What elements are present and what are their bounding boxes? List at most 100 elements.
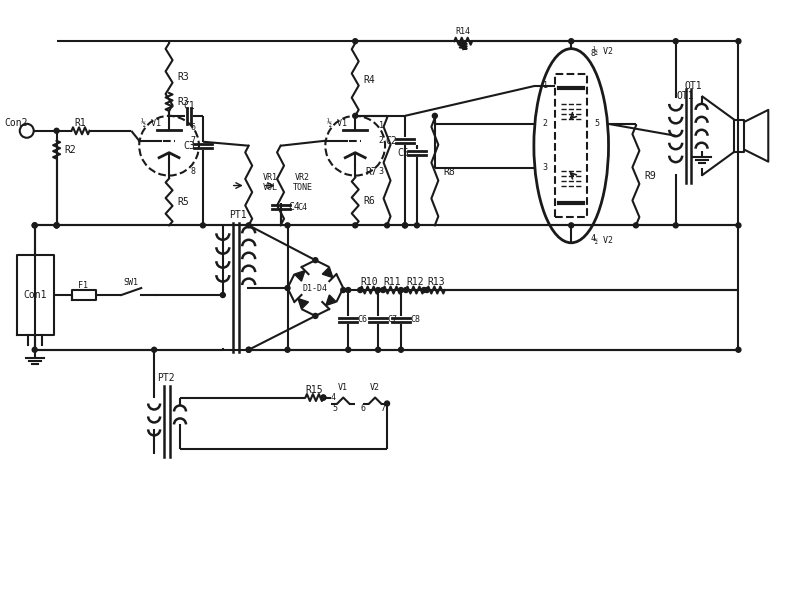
Text: C4: C4 — [298, 203, 307, 212]
Text: C4: C4 — [289, 202, 300, 212]
Text: 4: 4 — [590, 234, 596, 243]
Text: PT2: PT2 — [158, 373, 175, 383]
Circle shape — [285, 347, 290, 352]
Text: 6: 6 — [361, 404, 366, 413]
Text: VR1: VR1 — [263, 173, 278, 182]
Text: R4: R4 — [363, 74, 375, 85]
Text: C3: C3 — [183, 141, 195, 151]
Polygon shape — [326, 295, 336, 305]
Text: C5: C5 — [397, 148, 409, 158]
Circle shape — [54, 223, 59, 228]
Circle shape — [32, 347, 37, 352]
Text: ½ V1: ½ V1 — [141, 119, 161, 128]
Text: 3: 3 — [543, 163, 548, 172]
Circle shape — [398, 287, 403, 293]
Polygon shape — [298, 298, 309, 309]
Text: VR2: VR2 — [295, 173, 310, 182]
Circle shape — [736, 39, 741, 44]
Text: R3: R3 — [177, 97, 189, 107]
Text: TONE: TONE — [293, 183, 313, 192]
Circle shape — [414, 223, 419, 228]
Circle shape — [736, 223, 741, 228]
Circle shape — [634, 223, 638, 228]
Circle shape — [376, 347, 381, 352]
Text: R10: R10 — [360, 277, 378, 287]
Circle shape — [32, 223, 37, 228]
Text: VOL: VOL — [263, 183, 278, 192]
Circle shape — [285, 223, 290, 228]
Text: 8: 8 — [590, 49, 596, 58]
Text: 3: 3 — [378, 167, 383, 176]
Circle shape — [313, 313, 318, 319]
Text: R9: R9 — [644, 170, 656, 181]
Circle shape — [674, 223, 678, 228]
Circle shape — [385, 223, 390, 228]
Text: R15: R15 — [306, 385, 323, 395]
Circle shape — [736, 347, 741, 352]
Text: C1: C1 — [183, 101, 195, 111]
Text: R14: R14 — [456, 27, 470, 36]
Circle shape — [321, 395, 326, 400]
Text: R2: R2 — [65, 145, 77, 155]
Text: V1: V1 — [338, 383, 348, 392]
Polygon shape — [294, 271, 305, 281]
Text: 5: 5 — [333, 404, 338, 413]
Circle shape — [432, 113, 438, 118]
Text: V2: V2 — [370, 383, 380, 392]
Circle shape — [398, 347, 403, 352]
Text: OT1: OT1 — [677, 91, 694, 101]
Text: R8: R8 — [443, 167, 454, 176]
Text: ½ V1: ½ V1 — [327, 119, 347, 128]
Circle shape — [346, 347, 350, 352]
Text: C6: C6 — [357, 316, 367, 325]
Text: C2: C2 — [385, 136, 397, 146]
Circle shape — [54, 223, 59, 228]
Circle shape — [403, 287, 409, 293]
Text: R11: R11 — [383, 277, 401, 287]
Circle shape — [358, 287, 362, 293]
Circle shape — [285, 286, 290, 290]
Text: R6: R6 — [363, 196, 375, 206]
Text: D1-D4: D1-D4 — [303, 284, 328, 293]
Bar — [555, 74, 587, 217]
Text: R5: R5 — [177, 197, 189, 207]
Text: 4: 4 — [331, 393, 336, 402]
Circle shape — [341, 287, 346, 293]
Circle shape — [424, 287, 430, 293]
Text: ½ V2: ½ V2 — [593, 236, 613, 245]
Circle shape — [201, 223, 206, 228]
Text: Con1: Con1 — [23, 290, 46, 300]
Circle shape — [381, 287, 386, 293]
Circle shape — [376, 287, 381, 293]
Text: SW1: SW1 — [124, 278, 138, 287]
Circle shape — [569, 223, 574, 228]
Circle shape — [346, 287, 350, 293]
Circle shape — [402, 223, 407, 228]
Circle shape — [246, 223, 251, 228]
Text: R3: R3 — [177, 72, 189, 82]
Text: C8: C8 — [410, 316, 420, 325]
Circle shape — [353, 113, 358, 118]
Text: Con2: Con2 — [4, 118, 27, 128]
Circle shape — [32, 223, 37, 228]
Circle shape — [569, 39, 574, 44]
Circle shape — [674, 39, 678, 44]
Circle shape — [402, 223, 407, 228]
Text: 7: 7 — [381, 404, 386, 413]
Text: PT1: PT1 — [229, 211, 246, 220]
Text: OT1: OT1 — [685, 81, 702, 91]
Text: ½ V2: ½ V2 — [593, 47, 613, 56]
Circle shape — [54, 128, 59, 133]
Circle shape — [321, 395, 326, 400]
Text: 7: 7 — [190, 136, 195, 145]
Circle shape — [422, 287, 426, 293]
Circle shape — [246, 347, 251, 352]
Text: 6: 6 — [190, 124, 195, 133]
Circle shape — [385, 401, 390, 406]
Circle shape — [313, 257, 318, 263]
Text: R12: R12 — [406, 277, 424, 287]
Text: 2: 2 — [543, 119, 548, 128]
Text: 5: 5 — [594, 119, 599, 128]
Text: F1: F1 — [78, 281, 89, 290]
Text: R13: R13 — [427, 277, 445, 287]
